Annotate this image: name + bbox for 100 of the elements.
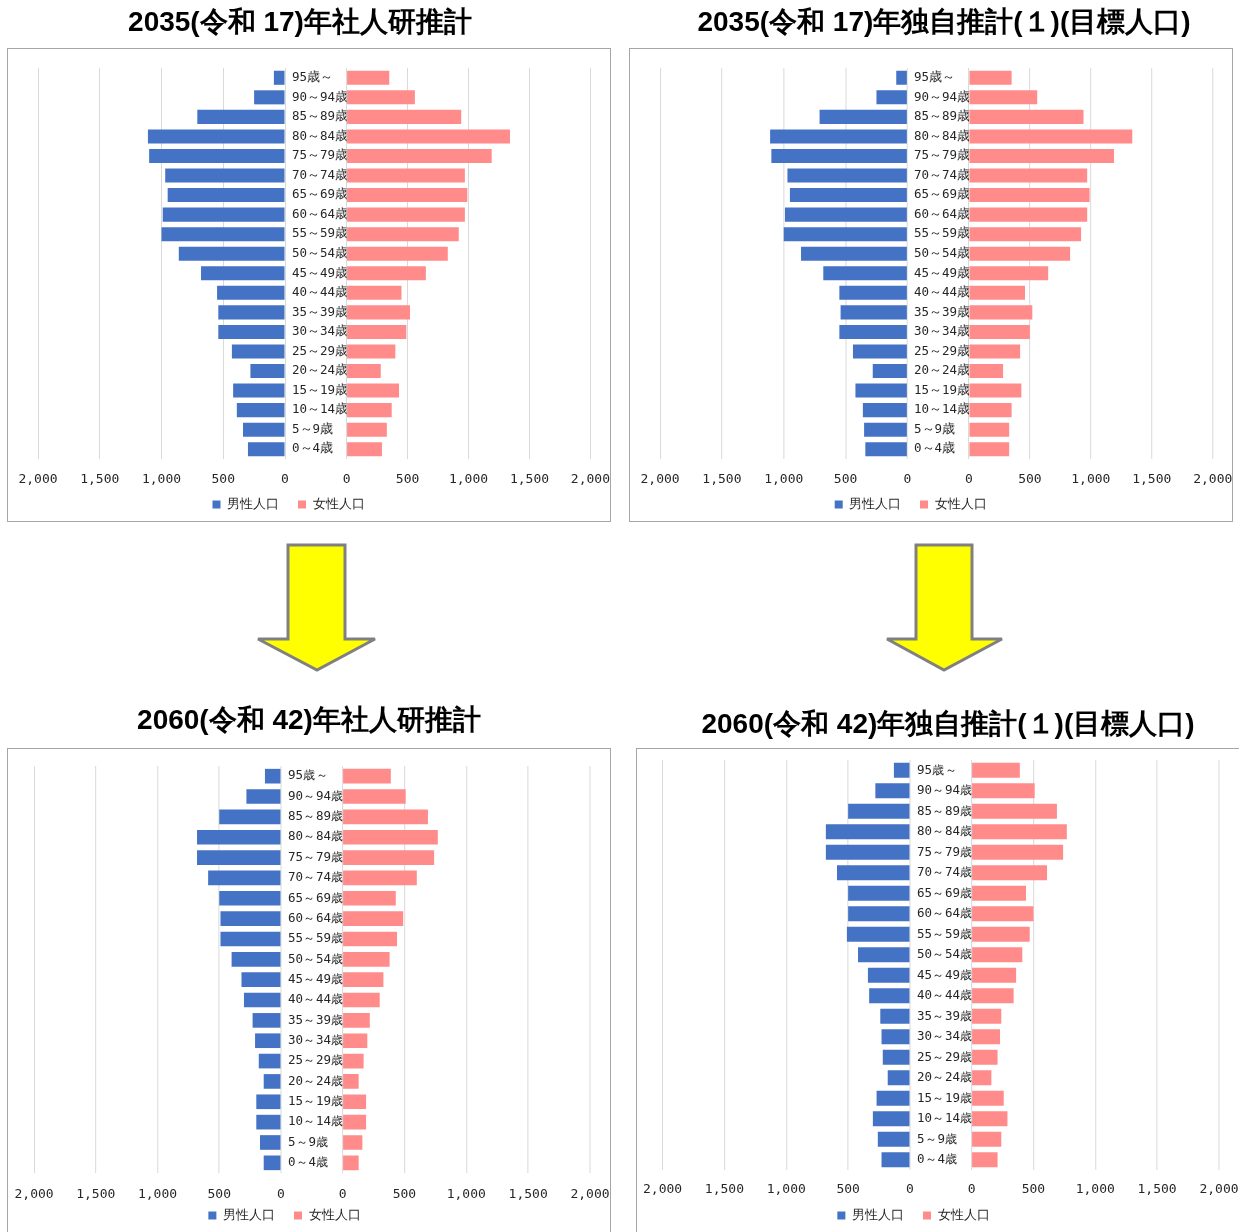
bar — [218, 324, 285, 339]
bar — [347, 246, 448, 261]
bar — [231, 344, 285, 359]
bar — [784, 207, 907, 222]
x-tick-label: 1,000 — [137, 1186, 178, 1202]
bar — [971, 967, 1016, 983]
y-tick-label: 40～44歳 — [913, 284, 970, 300]
bar — [165, 168, 285, 183]
bar — [263, 1074, 281, 1089]
bar — [872, 363, 907, 379]
bar — [840, 305, 907, 320]
bar — [969, 422, 1009, 437]
bar — [208, 870, 281, 886]
x-tick-label: 500 — [392, 1186, 416, 1202]
bar — [342, 1033, 367, 1049]
bar — [255, 1033, 281, 1049]
bar — [161, 227, 285, 242]
bar — [852, 344, 907, 359]
y-tick-label: 25～29歳 — [913, 342, 970, 358]
bar — [864, 422, 907, 437]
y-tick-label: 45～49歳 — [913, 264, 970, 280]
y-tick-label: 30～34歳 — [913, 323, 970, 339]
bar — [347, 344, 396, 359]
chart-title: 2060(令和 42)年独自推計(１)(目標人口) — [701, 708, 1195, 740]
x-tick-label: 1,500 — [76, 1186, 116, 1202]
bar — [869, 988, 910, 1004]
x-tick-label: 0 — [906, 1181, 914, 1197]
y-tick-label: 95歳～ — [916, 761, 958, 777]
legend-label: 男性人口 — [849, 495, 902, 511]
bar — [231, 952, 281, 967]
bar — [971, 783, 1035, 799]
y-tick-label: 75～79歳 — [913, 147, 970, 163]
y-tick-label: 0～4歳 — [287, 1154, 329, 1170]
bar — [347, 285, 402, 300]
y-tick-label: 10～14歳 — [913, 401, 970, 417]
bar — [969, 344, 1020, 359]
x-tick-label: 500 — [211, 471, 235, 487]
bar — [858, 947, 910, 963]
y-tick-label: 15～19歳 — [913, 381, 970, 397]
bar — [969, 403, 1012, 418]
x-tick-label: 1,000 — [1075, 1181, 1115, 1197]
x-tick-label: 500 — [836, 1181, 860, 1197]
bar — [801, 246, 907, 261]
bar — [347, 148, 492, 164]
bar — [260, 1135, 281, 1150]
chart-title: 2060(令和 42)年社人研推計 — [137, 704, 481, 736]
x-tick-label: 1,500 — [1137, 1181, 1177, 1197]
bar — [969, 246, 1070, 261]
bar — [971, 906, 1033, 922]
bar — [347, 70, 390, 85]
y-tick-label: 5～9歳 — [287, 1133, 329, 1149]
bar — [971, 865, 1047, 881]
bar — [876, 90, 907, 105]
bar — [971, 1090, 1004, 1106]
y-tick-label: 70～74歳 — [913, 166, 970, 182]
x-tick-label: 1,000 — [764, 471, 804, 487]
bar — [882, 1049, 910, 1065]
x-tick-label: 500 — [1017, 471, 1042, 487]
bar — [220, 911, 281, 926]
x-tick-label: 500 — [1021, 1181, 1045, 1197]
bar — [263, 1155, 281, 1171]
bar — [347, 442, 382, 457]
bar — [969, 266, 1048, 281]
bar — [342, 1155, 359, 1171]
bar — [969, 285, 1025, 300]
bar — [197, 829, 281, 845]
bar — [867, 967, 910, 983]
x-tick-label: 0 — [338, 1186, 346, 1202]
x-tick-label: 1,000 — [766, 1181, 806, 1197]
bar — [342, 972, 383, 987]
bar — [250, 363, 285, 379]
bar — [254, 90, 285, 105]
x-tick-label: 0 — [903, 471, 912, 487]
bar — [347, 168, 465, 183]
x-tick-label: 0 — [967, 1181, 975, 1197]
x-tick-label: 1,000 — [448, 471, 489, 487]
bar — [241, 972, 281, 987]
bar — [342, 789, 406, 804]
x-tick-label: 2,000 — [569, 1186, 610, 1202]
y-tick-label: 95歳～ — [292, 69, 334, 85]
bar — [819, 109, 907, 124]
bar — [876, 1090, 910, 1106]
chart-title: 2035(令和 17)年独自推計(１)(目標人口) — [697, 6, 1191, 38]
x-tick-label: 0 — [342, 471, 351, 487]
bar — [969, 90, 1037, 105]
legend-label: 女性人口 — [312, 495, 365, 511]
bar — [342, 911, 403, 926]
legend-label: 男性人口 — [851, 1206, 904, 1222]
bar — [347, 363, 381, 379]
bar — [969, 227, 1081, 242]
bar — [347, 266, 426, 281]
bar — [247, 442, 285, 457]
bar — [971, 762, 1020, 778]
bar — [865, 442, 907, 457]
x-tick-label: 1,000 — [1070, 471, 1111, 487]
y-tick-label: 35～39歳 — [913, 303, 970, 319]
bar — [243, 422, 285, 437]
x-tick-label: 1,500 — [704, 1181, 744, 1197]
bar — [787, 168, 907, 183]
bar — [149, 148, 285, 164]
